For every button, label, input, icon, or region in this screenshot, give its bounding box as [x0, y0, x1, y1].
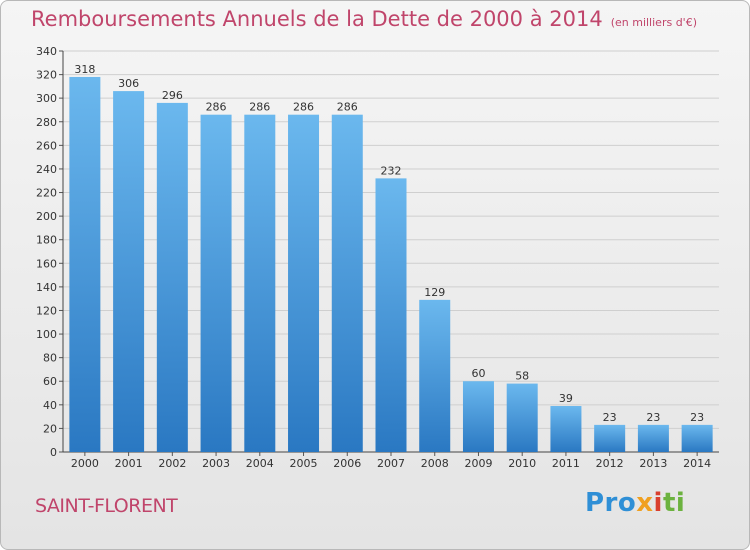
bar	[156, 102, 188, 453]
y-tick-label: 20	[43, 422, 57, 435]
data-label: 23	[603, 411, 617, 424]
chart-title: Remboursements Annuels de la Dette de 20…	[31, 7, 603, 31]
commune-name: SAINT-FLORENT	[35, 495, 178, 517]
x-tick-label: 2013	[639, 457, 667, 470]
x-tick-label: 2000	[71, 457, 99, 470]
y-tick-label: 160	[36, 257, 57, 270]
x-tick-label: 2003	[202, 457, 230, 470]
x-tick-label: 2009	[464, 457, 492, 470]
x-tick-label: 2002	[158, 457, 186, 470]
y-tick-label: 340	[36, 45, 57, 58]
labels: 0 20 40 60 80 100 120 140 160 180 200 220 240 260 280 3…	[36, 45, 711, 470]
y-tick-label: 280	[36, 116, 57, 129]
data-label: 296	[162, 89, 183, 102]
y-tick-label: 60	[43, 375, 57, 388]
y-tick-label: 260	[36, 139, 57, 152]
x-tick-label: 2007	[377, 457, 405, 470]
y-tick-label: 320	[36, 69, 57, 82]
bar	[506, 383, 538, 452]
y-tick-label: 180	[36, 234, 57, 247]
x-tick-label: 2005	[290, 457, 318, 470]
brand-part-1: Pro	[585, 488, 637, 518]
data-label: 306	[118, 77, 139, 90]
bar	[419, 299, 451, 452]
y-tick-label: 220	[36, 187, 57, 200]
bar	[113, 91, 145, 452]
y-tick-label: 0	[50, 446, 57, 459]
bar	[550, 406, 582, 452]
bar	[594, 424, 626, 452]
x-tick-label: 2014	[683, 457, 711, 470]
x-tick-label: 2011	[552, 457, 580, 470]
data-label: 286	[249, 101, 270, 114]
data-label: 58	[515, 370, 529, 383]
data-label: 23	[690, 411, 704, 424]
bar	[637, 424, 669, 452]
bar	[200, 114, 232, 452]
data-label: 129	[424, 286, 445, 299]
x-tick-label: 2006	[333, 457, 361, 470]
chart-unit: (en milliers d'€)	[610, 16, 697, 29]
bar	[331, 114, 363, 452]
data-label: 60	[471, 367, 485, 380]
y-tick-label: 40	[43, 399, 57, 412]
y-tick-label: 100	[36, 328, 57, 341]
y-tick-label: 200	[36, 210, 57, 223]
brand-logo: Proxiti	[585, 488, 685, 518]
bar	[69, 76, 101, 453]
bars	[69, 76, 713, 453]
brand-part-3: i	[653, 488, 663, 518]
y-tick-label: 120	[36, 304, 57, 317]
data-label: 286	[337, 101, 358, 114]
data-label: 286	[293, 101, 314, 114]
y-tick-label: 80	[43, 352, 57, 365]
x-tick-label: 2010	[508, 457, 536, 470]
title-row: Remboursements Annuels de la Dette de 20…	[31, 7, 697, 31]
x-tick-label: 2004	[246, 457, 274, 470]
data-label: 232	[381, 164, 402, 177]
bar	[375, 178, 407, 452]
data-label: 39	[559, 392, 573, 405]
y-tick-label: 300	[36, 92, 57, 105]
bar	[462, 381, 494, 452]
data-label: 318	[74, 63, 95, 76]
x-tick-label: 2001	[115, 457, 143, 470]
bar	[288, 114, 320, 452]
x-tick-label: 2008	[421, 457, 449, 470]
brand-part-4: ti	[662, 488, 686, 518]
x-tick-label: 2012	[596, 457, 624, 470]
bar	[681, 424, 713, 452]
bar	[244, 114, 276, 452]
data-label: 23	[646, 411, 660, 424]
data-label: 286	[206, 101, 227, 114]
y-tick-label: 140	[36, 281, 57, 294]
y-tick-label: 240	[36, 163, 57, 176]
brand-part-2: x	[636, 488, 654, 518]
